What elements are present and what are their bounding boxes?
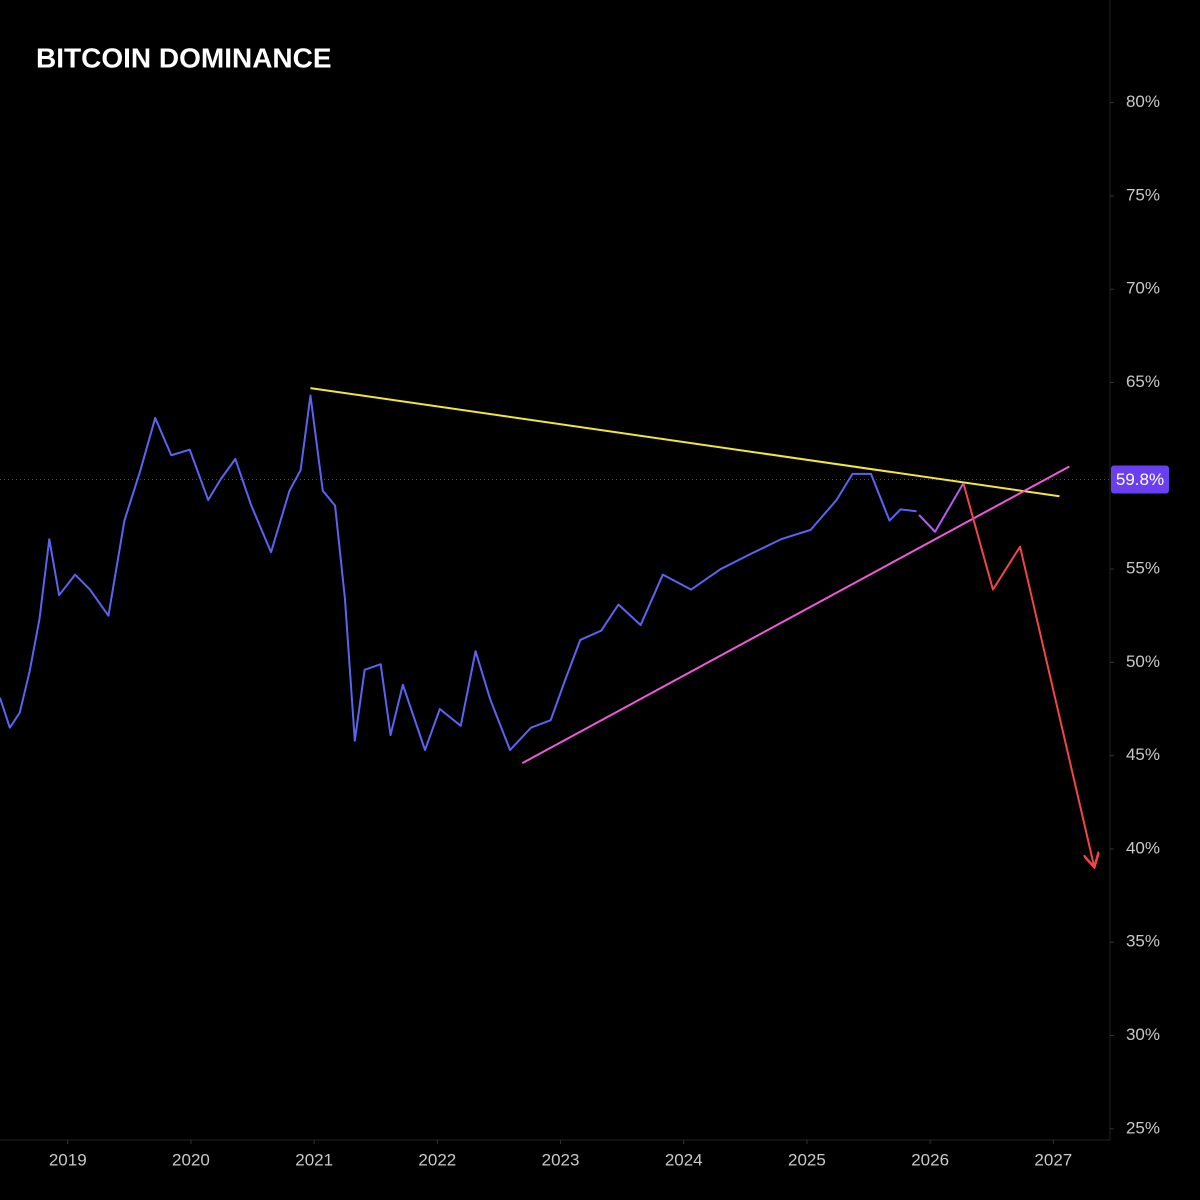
price-line bbox=[0, 394, 917, 752]
x-tick-label: 2025 bbox=[788, 1150, 826, 1169]
y-tick-label: 40% bbox=[1126, 838, 1160, 857]
x-tick-label: 2020 bbox=[172, 1150, 210, 1169]
trendline bbox=[310, 387, 1060, 498]
x-tick-label: 2023 bbox=[542, 1150, 580, 1169]
last-value-box bbox=[1111, 465, 1169, 494]
y-tick-label: 50% bbox=[1126, 652, 1160, 671]
y-tick-label: 55% bbox=[1126, 559, 1160, 578]
x-tick-label: 2027 bbox=[1034, 1150, 1072, 1169]
trendline bbox=[521, 465, 1070, 764]
y-tick-label: 75% bbox=[1126, 185, 1160, 204]
y-tick-label: 30% bbox=[1126, 1025, 1160, 1044]
arrow bbox=[962, 482, 1094, 865]
x-tick-label: 2024 bbox=[665, 1150, 703, 1169]
y-tick-label: 45% bbox=[1126, 745, 1160, 764]
chart-title: BITCOIN DOMINANCE bbox=[36, 42, 332, 73]
last-value-label: 59.8% bbox=[1116, 470, 1164, 489]
x-tick-label: 2019 bbox=[49, 1150, 87, 1169]
y-tick-label: 25% bbox=[1126, 1118, 1160, 1137]
y-tick-label: 70% bbox=[1126, 279, 1160, 298]
x-tick-label: 2021 bbox=[295, 1150, 333, 1169]
y-tick-label: 35% bbox=[1126, 932, 1160, 951]
x-tick-label: 2026 bbox=[911, 1150, 949, 1169]
y-tick-label: 65% bbox=[1126, 372, 1160, 391]
y-tick-label: 80% bbox=[1126, 92, 1160, 111]
x-tick-label: 2022 bbox=[418, 1150, 456, 1169]
projection bbox=[918, 482, 965, 533]
